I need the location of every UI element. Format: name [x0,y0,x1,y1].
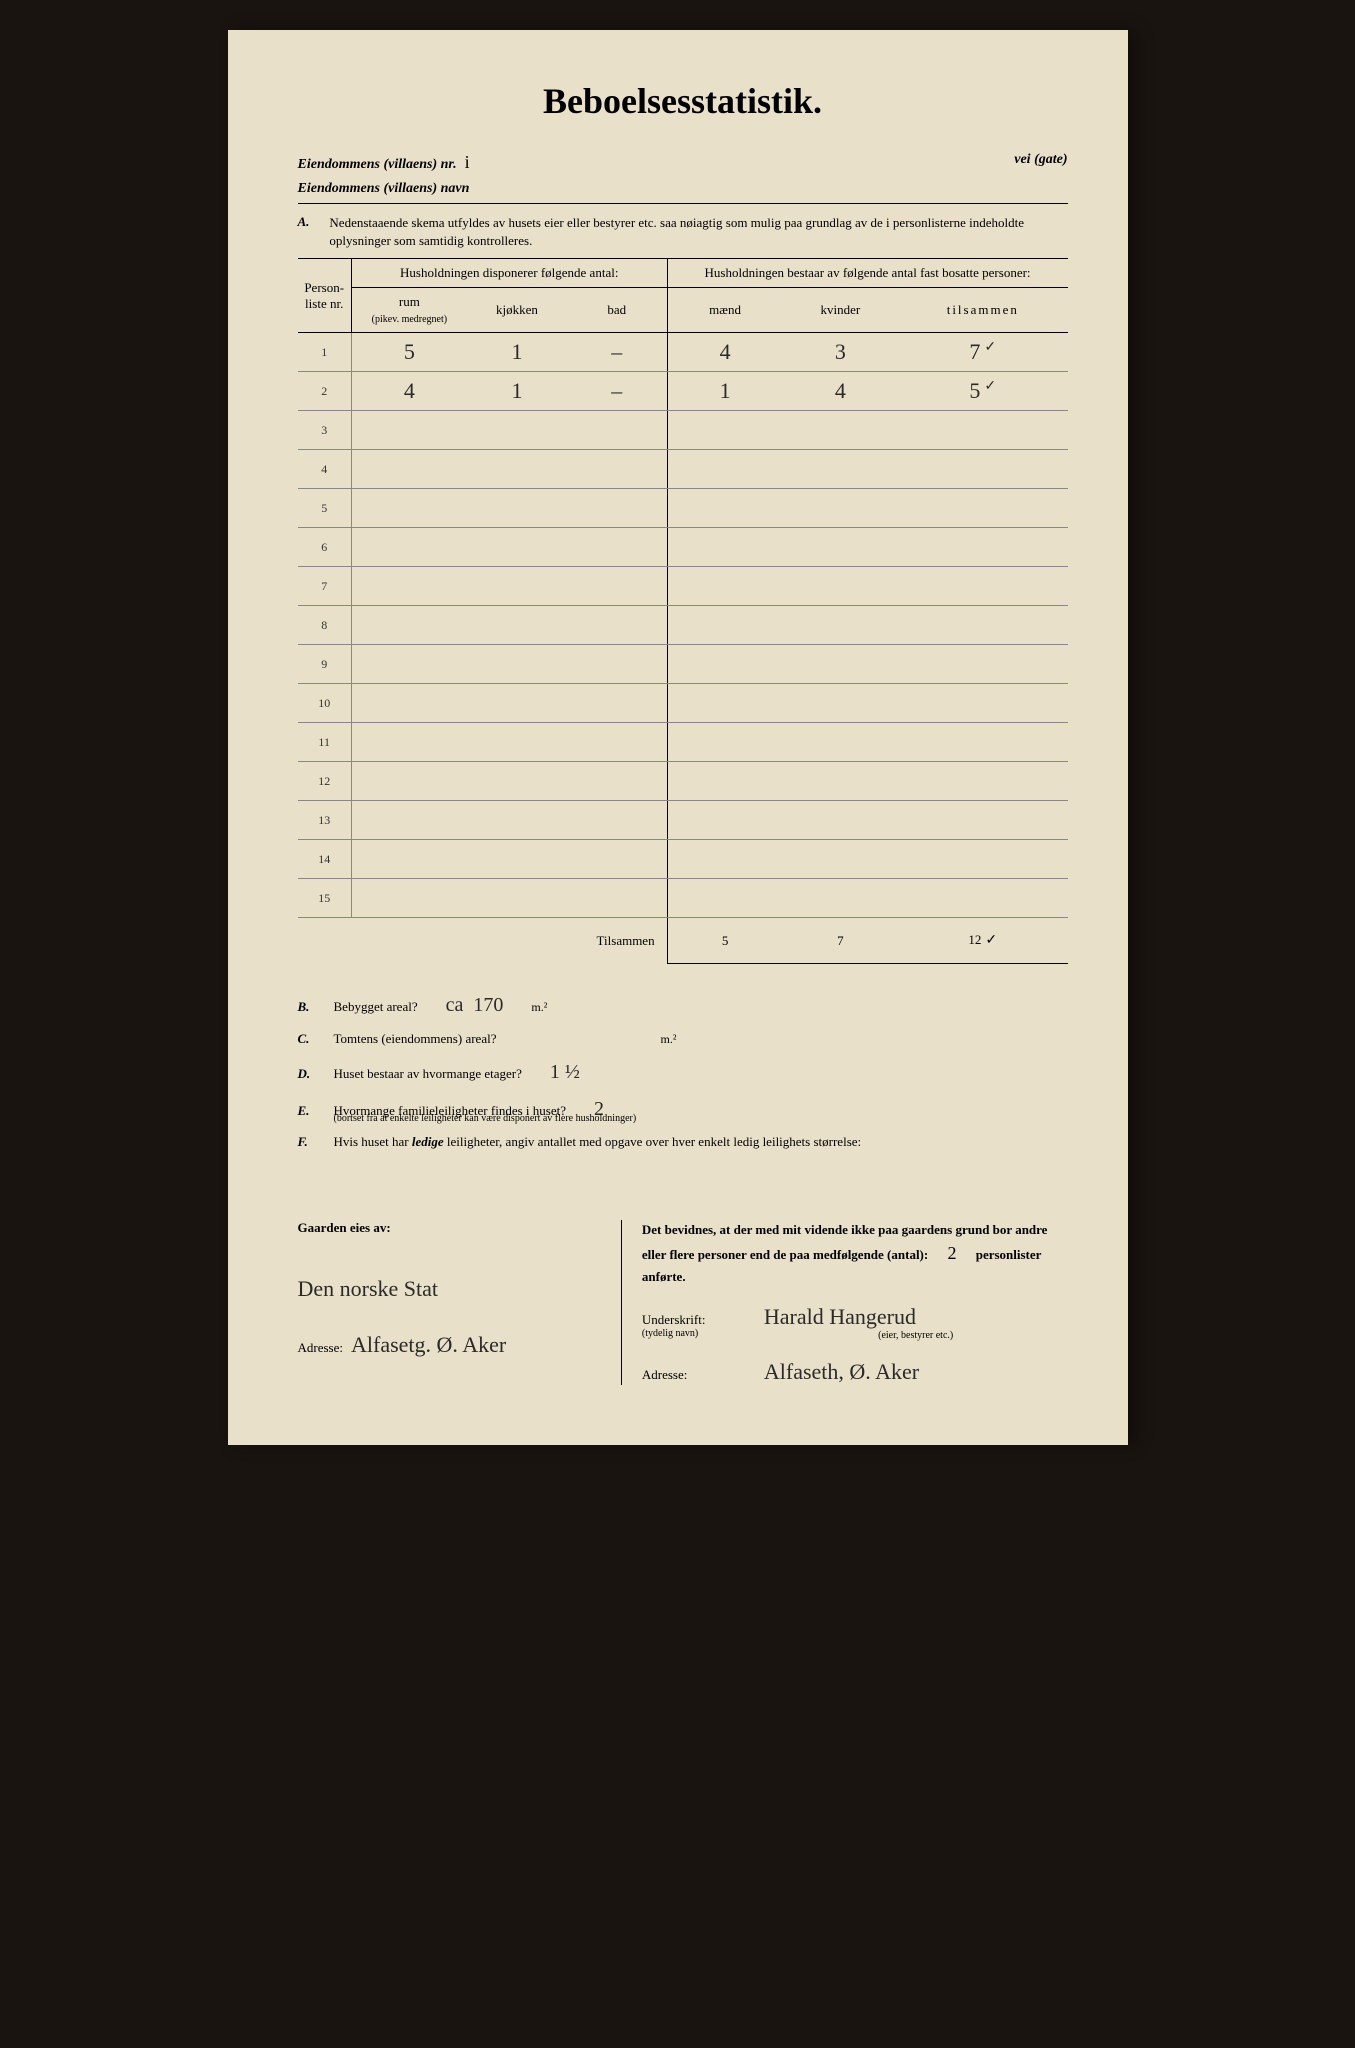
owner-label: Gaarden eies av: [298,1220,601,1236]
total-label: Tilsammen [567,918,667,964]
table-row: 12 [298,762,1068,801]
declaration-count: 2 [931,1243,972,1263]
declaration-text: Det bevidnes, at der med mit vidende ikk… [642,1220,1068,1286]
page-title: Beboelsesstatistik. [298,80,1068,122]
questions-section: B. Bebygget areal? ca 170 m.² C. Tomtens… [298,994,1068,1150]
footer-section: Gaarden eies av: Den norske Stat Adresse… [298,1220,1068,1385]
street-label: vei (gate) [1014,152,1067,173]
table-row: 7 [298,567,1068,606]
prop-nr-label: Eiendommens (villaens) nr. [298,157,457,173]
signature-role: (eier, bestyrer etc.) [764,1330,1068,1341]
col-rum: rum(pikev. medregnet) [351,288,467,333]
table-row: 2 4 1 – 1 4 5✓ [298,372,1068,411]
total-maend: 5 [667,918,783,964]
section-a: A. Nedenstaaende skema utfyldes av huset… [298,214,1068,250]
question-b: B. Bebygget areal? ca 170 m.² [298,994,1068,1017]
table-row: 11 [298,723,1068,762]
total-kvinder: 7 [783,918,899,964]
document-page: Beboelsesstatistik. Eiendommens (villaen… [228,30,1128,1445]
table-row: 4 [298,450,1068,489]
table-row: 14 [298,840,1068,879]
table-row: 5 [298,489,1068,528]
table-row: 3 [298,411,1068,450]
owner-addr: Alfasetg. Ø. Aker [351,1332,506,1358]
prop-name-label: Eiendommens (villaens) navn [298,181,1068,197]
group-left: Husholdningen disponerer følgende antal: [351,259,667,288]
table-row: 6 [298,528,1068,567]
owner-addr-label: Adresse: [298,1340,344,1356]
table-row: 15 [298,879,1068,918]
divider [298,203,1068,204]
table-row: 1 5 1 – 4 3 7✓ [298,333,1068,372]
col-kvinder: kvinder [783,288,899,333]
col-kjokken: kjøkken [467,288,567,333]
col-maend: mænd [667,288,783,333]
header-row-1: Eiendommens (villaens) nr. i vei (gate) [298,152,1068,173]
owner-name: Den norske Stat [298,1276,601,1302]
signature-value: Harald Hangerud [764,1304,1068,1330]
prop-nr-value: i [465,152,505,173]
addr-label-2: Adresse: [642,1367,752,1383]
section-a-label: A. [298,214,310,250]
total-tilsammen: 12✓ [898,918,1067,964]
col-bad: bad [567,288,667,333]
col-tilsammen: tilsammen [898,288,1067,333]
table-row: 10 [298,684,1068,723]
table-row: 9 [298,645,1068,684]
signature-sublabel: (tydelig navn) [642,1328,752,1339]
col-personliste: Person- liste nr. [298,259,352,333]
question-d: D. Huset bestaar av hvormange etager? 1 … [298,1061,1068,1084]
question-c: C. Tomtens (eiendommens) areal? m.² [298,1031,1068,1047]
table-row: 8 [298,606,1068,645]
question-f: F. Hvis huset har ledige leiligheter, an… [298,1134,1068,1150]
signature-label: Underskrift: [642,1312,752,1328]
table-row: 13 [298,801,1068,840]
question-e-note: (bortset fra at enkelte leiligheter kan … [334,1113,1068,1124]
section-a-text: Nedenstaaende skema utfyldes av husets e… [329,214,1067,250]
total-row: Tilsammen 5 7 12✓ [298,918,1068,964]
group-right: Husholdningen bestaar av følgende antal … [667,259,1067,288]
addr-value-2: Alfaseth, Ø. Aker [764,1359,1068,1385]
statistics-table: Person- liste nr. Husholdningen disponer… [298,259,1068,964]
